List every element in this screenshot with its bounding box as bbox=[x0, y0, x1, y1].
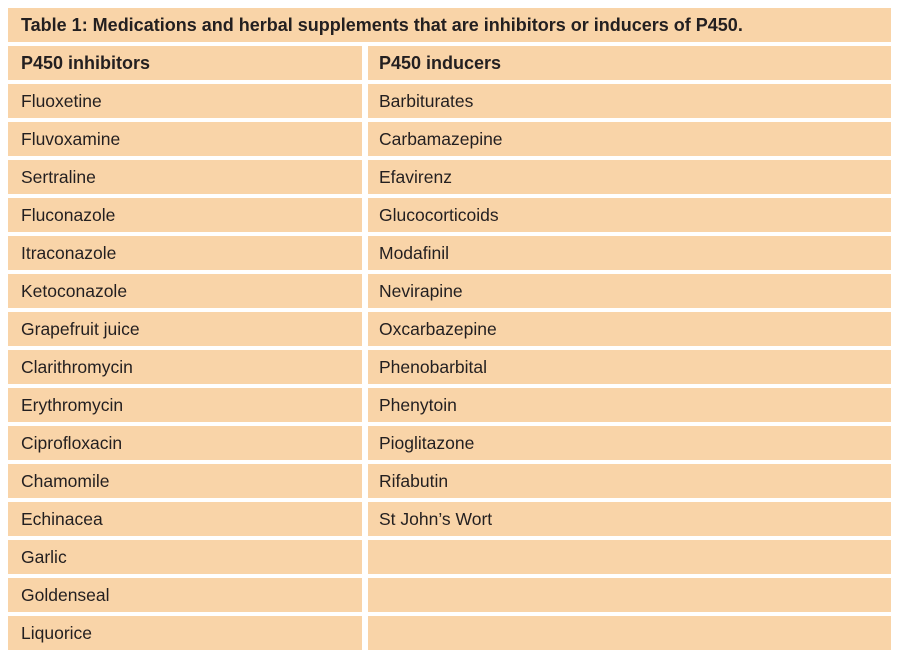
table-cell: Fluvoxamine bbox=[8, 122, 362, 156]
table-cell: Sertraline bbox=[8, 160, 362, 194]
table-cell: Goldenseal bbox=[8, 578, 362, 612]
table-title: Table 1: Medications and herbal suppleme… bbox=[8, 8, 891, 42]
table-cell: Barbiturates bbox=[368, 84, 891, 118]
table-cell: Ketoconazole bbox=[8, 274, 362, 308]
table-cell: Oxcarbazepine bbox=[368, 312, 891, 346]
table-cell: Carbamazepine bbox=[368, 122, 891, 156]
table-cell: Efavirenz bbox=[368, 160, 891, 194]
table-cell: Clarithromycin bbox=[8, 350, 362, 384]
table-cell: Erythromycin bbox=[8, 388, 362, 422]
table-cell: St John’s Wort bbox=[368, 502, 891, 536]
table-cell: Chamomile bbox=[8, 464, 362, 498]
table-cell: Phenytoin bbox=[368, 388, 891, 422]
table-cell: Liquorice bbox=[8, 616, 362, 650]
table-cell: Fluoxetine bbox=[8, 84, 362, 118]
table-cell: Pioglitazone bbox=[368, 426, 891, 460]
table-cell: Modafinil bbox=[368, 236, 891, 270]
table-cell: Echinacea bbox=[8, 502, 362, 536]
table-cell: Garlic bbox=[8, 540, 362, 574]
column-header-inhibitors: P450 inhibitors bbox=[8, 46, 362, 80]
table-cell: Grapefruit juice bbox=[8, 312, 362, 346]
table-cell: Itraconazole bbox=[8, 236, 362, 270]
table-cell: Rifabutin bbox=[368, 464, 891, 498]
table-cell bbox=[368, 540, 891, 574]
p450-table: Table 1: Medications and herbal suppleme… bbox=[8, 8, 891, 650]
table-cell bbox=[368, 616, 891, 650]
table-cell: Phenobarbital bbox=[368, 350, 891, 384]
column-header-inducers: P450 inducers bbox=[368, 46, 891, 80]
table-cell: Glucocorticoids bbox=[368, 198, 891, 232]
table-cell: Nevirapine bbox=[368, 274, 891, 308]
table-cell bbox=[368, 578, 891, 612]
table-cell: Ciprofloxacin bbox=[8, 426, 362, 460]
table-cell: Fluconazole bbox=[8, 198, 362, 232]
